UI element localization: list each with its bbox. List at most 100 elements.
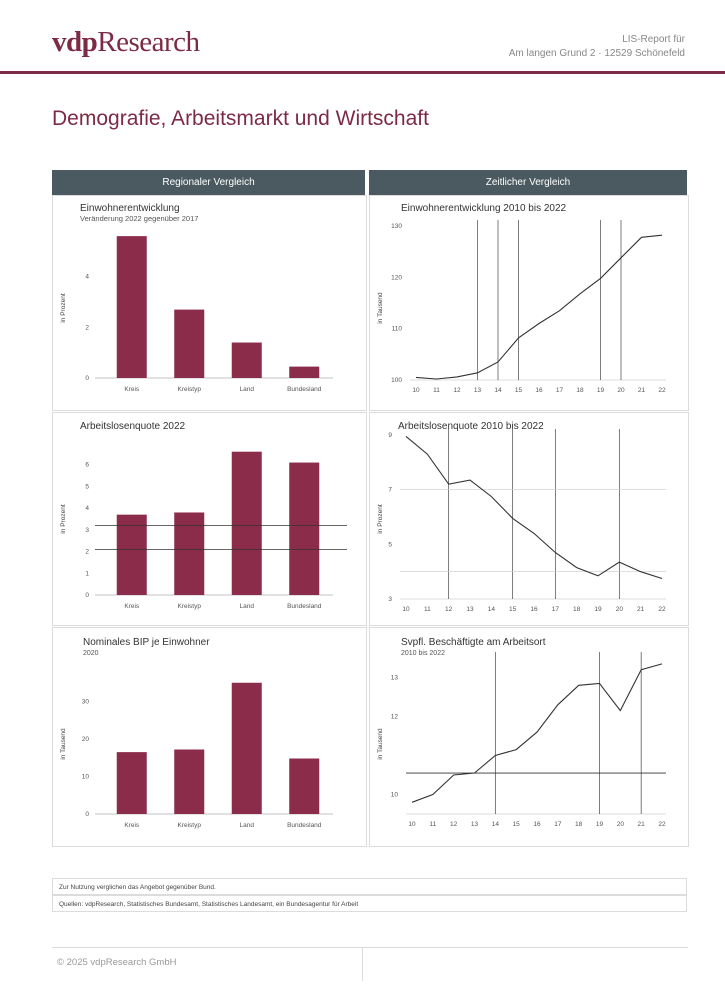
x-tick-label: 14: [492, 821, 500, 828]
bar-bundesland: [289, 366, 320, 378]
chart-gdp-regional: Nominales BIP je Einwohner 2020 in Tause…: [52, 627, 367, 847]
y-tick-label: 5: [388, 541, 392, 548]
x-tick-label: 19: [597, 387, 605, 394]
population-regional-svg: Einwohnerentwicklung Veränderung 2022 ge…: [60, 203, 333, 393]
footnote-sources: Quellen: vdpResearch, Statistisches Bund…: [52, 895, 687, 912]
page-title: Demografie, Arbeitsmarkt und Wirtschaft: [52, 107, 429, 130]
employment-temporal-svg: Svpfl. Beschäftigte am Arbeitsort 2010 b…: [377, 637, 666, 828]
x-tick-label: 22: [658, 606, 666, 613]
y-tick-label: 0: [85, 375, 89, 382]
y-tick-label: 1: [85, 570, 89, 577]
y-tick-label: 10: [82, 774, 90, 781]
header-divider: [0, 71, 725, 74]
series-line: [415, 234, 663, 380]
x-tick-label: 19: [596, 821, 604, 828]
y-tick-label: 2: [85, 549, 89, 556]
chart-unemployment-regional: Arbeitslosenquote 2022 in Prozent 0 1 2 3 4 5…: [52, 412, 367, 626]
unemployment-temporal-svg: Arbeitslosenquote 2010 bis 2022 in Proze…: [377, 421, 666, 613]
y-axis-label: in Prozent: [60, 504, 67, 533]
y-tick-label: 12: [391, 714, 399, 721]
bar-kreistyp: [174, 309, 205, 378]
y-axis-label: in Tausend: [377, 292, 384, 324]
x-tick-label: 10: [408, 821, 416, 828]
unemployment-regional-svg: Arbeitslosenquote 2022 in Prozent 0 1 2 3 4 5…: [60, 421, 347, 610]
x-tick-label: 12: [445, 606, 453, 613]
y-tick-label: 120: [391, 274, 402, 281]
x-tick-label: Bundesland: [287, 603, 322, 610]
chart-subtitle: Veränderung 2022 gegenüber 2017: [80, 214, 198, 223]
x-tick-label: 19: [594, 606, 602, 613]
report-info: LIS-Report für Am langen Grund 2 · 12529…: [509, 33, 685, 61]
y-tick-label: 130: [391, 223, 402, 230]
chart-subtitle: 2020: [83, 650, 99, 657]
footer-divider: [52, 947, 362, 948]
vdp-research-logo: vdpResearch: [52, 26, 200, 58]
y-axis-label: in Tausend: [60, 728, 67, 760]
x-tick-label: Land: [240, 386, 255, 393]
chart-employment-temporal: Svpfl. Beschäftigte am Arbeitsort 2010 b…: [369, 627, 689, 847]
chart-title: Arbeitslosenquote 2022: [80, 421, 186, 432]
x-tick-label: 14: [494, 387, 502, 394]
x-tick-label: 21: [637, 606, 645, 613]
y-tick-label: 110: [392, 326, 403, 333]
y-axis-label: in Prozent: [60, 293, 67, 322]
footnote-comparison: Zur Nutzung verglichen das Angebot gegen…: [52, 878, 687, 895]
x-tick-label: 18: [576, 387, 584, 394]
y-tick-label: 3: [388, 596, 392, 603]
x-tick-label: 12: [450, 821, 458, 828]
y-tick-label: 100: [391, 377, 402, 384]
bar-kreis: [116, 514, 147, 595]
bar-bundesland: [289, 758, 320, 814]
y-tick-label: 7: [388, 487, 392, 494]
x-tick-label: 11: [433, 387, 440, 394]
population-temporal-svg: Einwohnerentwicklung 2010 bis 2022 in Ta…: [377, 203, 666, 394]
bar-land: [231, 342, 262, 378]
x-tick-label: Land: [240, 603, 255, 610]
chart-title: Nominales BIP je Einwohner: [83, 637, 210, 648]
x-tick-label: 15: [509, 606, 517, 613]
y-tick-label: 5: [85, 483, 89, 490]
x-tick-label: 22: [658, 821, 666, 828]
chart-population-temporal: Einwohnerentwicklung 2010 bis 2022 in Ta…: [369, 195, 689, 411]
chart-subtitle: 2010 bis 2022: [401, 650, 445, 657]
y-axis-label: in Tausend: [377, 728, 384, 760]
x-tick-label: 11: [424, 606, 431, 613]
report-title: LIS-Report für: [622, 34, 685, 45]
bar-kreistyp: [174, 512, 205, 595]
y-tick-label: 2: [85, 324, 89, 331]
bar-land: [231, 451, 262, 595]
x-tick-label: 10: [412, 387, 420, 394]
x-tick-label: 20: [617, 821, 625, 828]
x-tick-label: Kreis: [124, 386, 140, 393]
x-tick-label: 16: [533, 821, 541, 828]
chart-title: Einwohnerentwicklung 2010 bis 2022: [401, 203, 567, 214]
x-tick-label: Kreistyp: [178, 603, 202, 610]
bar-kreis: [116, 752, 147, 814]
y-tick-label: 10: [391, 792, 399, 799]
x-tick-label: 22: [658, 387, 666, 394]
x-tick-label: 16: [530, 606, 538, 613]
x-tick-label: 16: [535, 387, 543, 394]
x-tick-label: 21: [638, 821, 646, 828]
y-tick-label: 4: [85, 505, 89, 512]
chart-population-regional: Einwohnerentwicklung Veränderung 2022 ge…: [52, 195, 367, 411]
copyright-text: © 2025 vdpResearch GmbH: [57, 957, 177, 968]
bar-land: [231, 682, 262, 814]
x-tick-label: Kreis: [124, 603, 140, 610]
series-line: [411, 663, 663, 803]
chart-title: Arbeitslosenquote 2010 bis 2022: [398, 421, 544, 432]
x-tick-label: Land: [240, 822, 255, 829]
y-tick-label: 9: [388, 432, 392, 439]
x-tick-label: 13: [466, 606, 474, 613]
report-address: Am langen Grund 2 · 12529 Schönefeld: [508, 48, 685, 59]
y-tick-label: 30: [82, 699, 90, 706]
page-header: vdpResearch LIS-Report für Am langen Gru…: [0, 0, 725, 75]
x-tick-label: 17: [556, 387, 564, 394]
x-tick-label: 13: [474, 387, 482, 394]
x-tick-label: Bundesland: [287, 822, 322, 829]
y-tick-label: 20: [82, 736, 90, 743]
chart-unemployment-temporal: Arbeitslosenquote 2010 bis 2022 in Proze…: [369, 412, 689, 626]
y-tick-label: 6: [85, 462, 89, 469]
bar-kreis: [116, 236, 147, 378]
y-tick-label: 13: [391, 675, 399, 682]
